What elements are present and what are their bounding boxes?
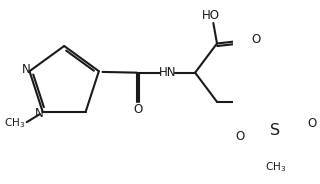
Text: HO: HO — [202, 9, 220, 22]
Text: O: O — [236, 130, 245, 143]
Text: N: N — [35, 107, 44, 120]
Text: N: N — [21, 63, 30, 76]
Text: CH$_3$: CH$_3$ — [265, 161, 286, 174]
Text: O: O — [251, 33, 260, 46]
Text: O: O — [307, 117, 316, 130]
Text: S: S — [270, 123, 280, 139]
Text: CH$_3$: CH$_3$ — [4, 116, 25, 130]
Text: HN: HN — [159, 66, 176, 79]
Text: O: O — [133, 103, 142, 116]
